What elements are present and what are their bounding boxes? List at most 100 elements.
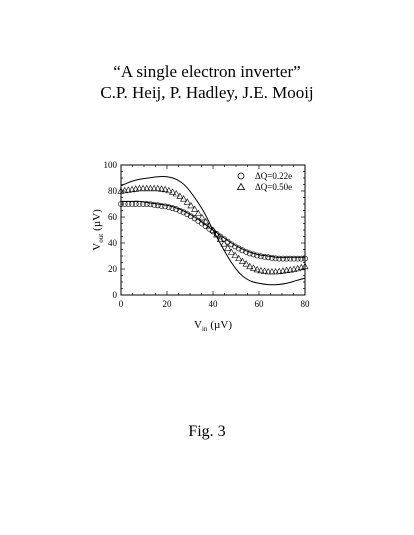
legend-circle-marker xyxy=(237,172,245,180)
axis-ticks xyxy=(120,164,306,296)
data-point-triangle xyxy=(264,267,272,275)
data-point-circle xyxy=(280,255,286,262)
data-point-circle xyxy=(291,255,297,262)
data-point-triangle xyxy=(238,257,246,264)
data-point-circle xyxy=(239,247,246,254)
y-axis-label: Vout (µV) xyxy=(91,209,105,251)
y-axis-unit: (µV) xyxy=(91,209,103,231)
y-axis-symbol: V xyxy=(91,243,103,251)
data-point-triangle xyxy=(213,231,221,238)
y-tick-label: 0 xyxy=(113,290,118,300)
data-point-circle xyxy=(265,254,272,261)
data-point-triangle xyxy=(191,205,199,212)
data-point-triangle xyxy=(165,186,173,194)
data-point-triangle xyxy=(216,235,224,243)
data-point-triangle xyxy=(128,185,136,193)
data-point-triangle xyxy=(132,185,140,192)
data-point-triangle xyxy=(257,266,265,274)
x-axis-symbol: V xyxy=(194,319,202,331)
data-point-circle xyxy=(283,255,290,262)
data-point-circle xyxy=(243,248,250,255)
data-point-circle xyxy=(165,204,172,211)
data-point-circle xyxy=(176,207,183,214)
y-tick-label: 80 xyxy=(108,186,118,196)
y-tick-label: 20 xyxy=(108,264,118,274)
data-point-circle xyxy=(143,201,150,207)
data-point-circle xyxy=(232,243,238,250)
x-tick-label: 20 xyxy=(163,299,173,309)
data-point-triangle xyxy=(227,248,235,255)
data-point-triangle xyxy=(249,264,257,271)
fit-curve-triangle xyxy=(120,175,306,286)
data-point-circle xyxy=(151,201,158,208)
data-point-triangle xyxy=(205,222,213,229)
data-point-triangle xyxy=(286,266,294,273)
data-point-triangle xyxy=(176,192,184,199)
data-point-triangle xyxy=(231,251,239,258)
data-point-triangle xyxy=(121,186,129,194)
data-point-triangle xyxy=(157,185,165,192)
data-point-circle xyxy=(132,201,139,207)
data-point-triangle xyxy=(161,185,169,193)
data-point-triangle xyxy=(150,184,158,192)
x-tick-label: 40 xyxy=(209,299,219,309)
data-point-triangle xyxy=(268,267,276,275)
data-point-triangle xyxy=(194,209,202,217)
data-point-triangle xyxy=(198,213,206,221)
data-point-triangle xyxy=(242,260,250,267)
data-point-triangle xyxy=(187,201,195,209)
data-point-circle xyxy=(147,201,154,208)
data-point-triangle xyxy=(143,184,151,192)
data-point-circle xyxy=(125,201,132,207)
data-point-circle xyxy=(235,245,242,252)
x-axis-subscript: in xyxy=(202,325,208,333)
data-point-triangle xyxy=(261,267,269,274)
data-point-circle xyxy=(140,201,146,207)
legend-label-triangle: ΔQ=0.50e xyxy=(255,182,292,192)
data-point-triangle xyxy=(154,184,162,192)
data-point-circle xyxy=(129,201,135,207)
data-point-triangle xyxy=(275,267,283,275)
data-point-circle xyxy=(257,253,264,260)
y-tick-label: 60 xyxy=(108,212,118,222)
data-point-circle xyxy=(228,241,235,248)
data-point-triangle xyxy=(124,186,132,193)
x-tick-label: 60 xyxy=(255,299,265,309)
figure-label: Fig. 3 xyxy=(188,423,226,440)
data-point-triangle xyxy=(246,262,254,270)
x-tick-label: 80 xyxy=(301,299,311,309)
data-point-circle xyxy=(276,255,283,262)
data-point-triangle xyxy=(224,244,232,251)
data-point-circle xyxy=(154,202,161,209)
data-point-circle xyxy=(250,251,257,258)
legend-label-circle: ΔQ=0.22e xyxy=(255,171,292,181)
plot-marks xyxy=(117,175,309,286)
data-point-triangle xyxy=(209,226,217,233)
data-point-circle xyxy=(158,202,165,209)
y-tick-label: 100 xyxy=(104,160,118,170)
data-point-circle xyxy=(254,252,261,259)
data-point-circle xyxy=(169,205,176,212)
data-point-circle xyxy=(162,203,169,210)
data-point-triangle xyxy=(139,184,147,192)
x-axis-label: Vin (µV) xyxy=(194,319,232,333)
legend-triangle-marker xyxy=(236,182,246,190)
data-point-circle xyxy=(136,201,143,207)
data-point-triangle xyxy=(272,267,280,275)
data-point-triangle xyxy=(279,267,287,274)
data-point-triangle xyxy=(202,218,210,225)
y-tick-label: 40 xyxy=(108,238,118,248)
data-point-triangle xyxy=(253,265,261,273)
data-point-triangle xyxy=(180,195,188,202)
data-point-triangle xyxy=(146,184,154,192)
data-point-circle xyxy=(272,255,279,262)
data-point-circle xyxy=(261,253,268,260)
data-point-circle xyxy=(173,206,180,213)
data-point-triangle xyxy=(135,184,143,192)
y-axis-subscript: out xyxy=(97,234,105,243)
data-point-circle xyxy=(268,254,275,261)
data-point-circle xyxy=(184,211,191,218)
data-point-triangle xyxy=(172,189,180,197)
data-point-triangle xyxy=(169,188,177,195)
